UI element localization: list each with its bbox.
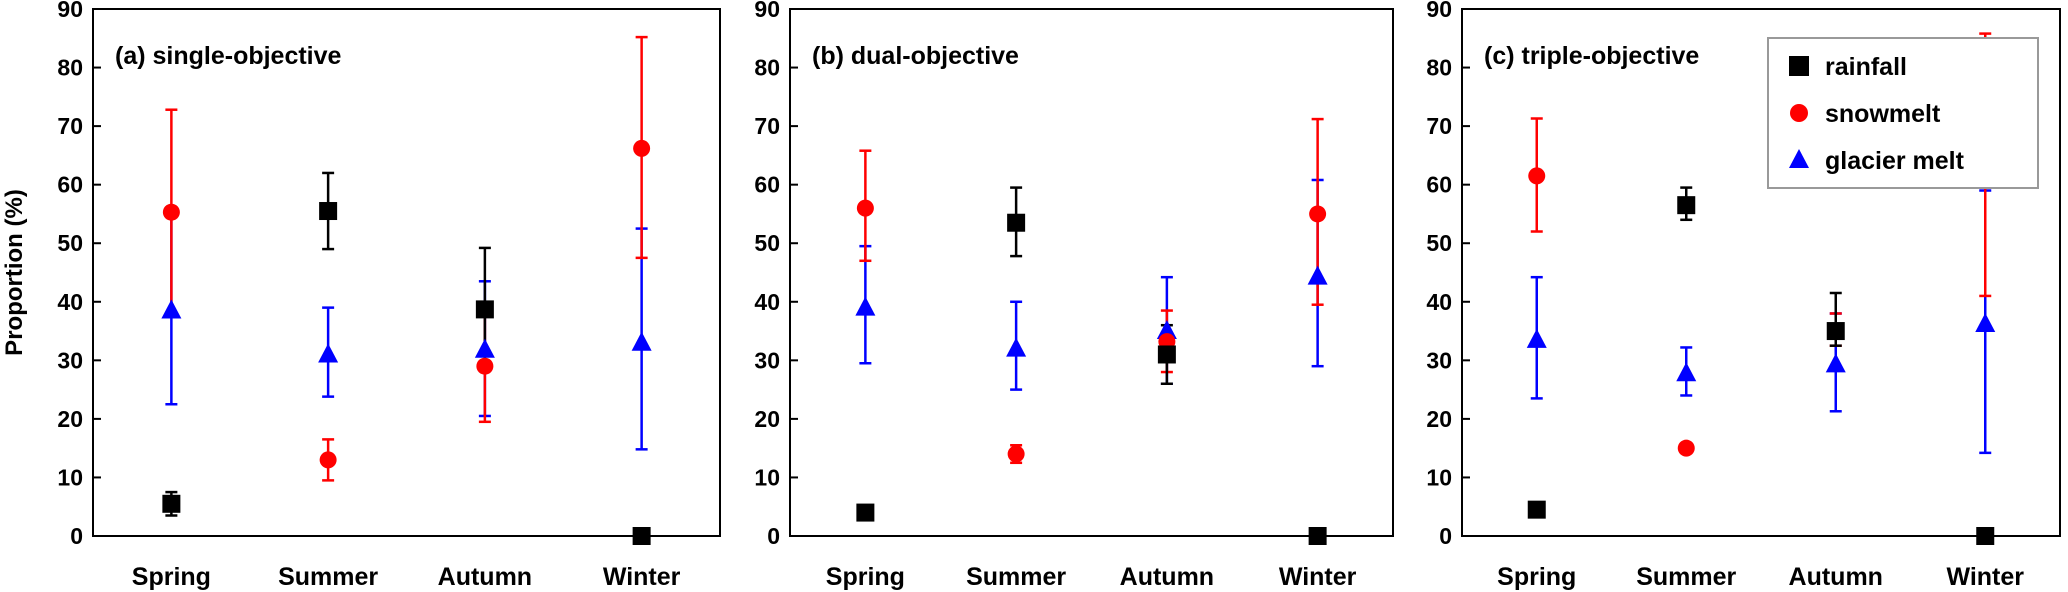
marker-rainfall — [1157, 345, 1176, 364]
y-tick-label: 40 — [57, 289, 83, 315]
x-category-label: Summer — [278, 563, 378, 591]
legend-label: snowmelt — [1825, 100, 1941, 128]
marker-glacier-melt — [161, 299, 182, 319]
marker-snowmelt — [162, 203, 180, 221]
plot-frame — [92, 8, 721, 537]
x-category-label: Autumn — [1120, 563, 1214, 591]
marker-snowmelt — [1309, 205, 1327, 223]
y-tick-label: 40 — [1426, 289, 1452, 315]
y-tick-label: 60 — [1426, 172, 1452, 198]
marker-snowmelt — [633, 139, 651, 157]
marker-rainfall — [475, 300, 494, 319]
y-tick-label: 50 — [57, 230, 83, 256]
x-category-label: Autumn — [438, 563, 532, 591]
x-category-label: Autumn — [1789, 563, 1883, 591]
y-tick-label: 90 — [754, 0, 780, 22]
panel-title: (a) single-objective — [115, 42, 342, 70]
chart-panel-2: 0 10 20 30 40 50 60 70 80 90 Spring Summer Autumn Win… — [754, 0, 1394, 591]
marker-glacier-melt — [1307, 265, 1328, 285]
marker-glacier-melt — [855, 296, 876, 316]
panel-title: (b) dual-objective — [812, 42, 1019, 70]
plot-frame — [789, 8, 1394, 537]
marker-snowmelt — [856, 199, 874, 217]
y-tick-label: 50 — [754, 230, 780, 256]
x-category-label: Summer — [966, 563, 1066, 591]
marker-rainfall — [856, 503, 875, 522]
x-category-label: Spring — [826, 563, 905, 591]
y-tick-label: 20 — [57, 406, 83, 432]
y-tick-label: 0 — [70, 523, 83, 549]
y-tick-label: 70 — [1426, 113, 1452, 139]
marker-rainfall — [1976, 527, 1995, 545]
y-tick-label: 60 — [57, 172, 83, 198]
legend-label: rainfall — [1825, 53, 1907, 81]
marker-rainfall — [319, 202, 338, 221]
marker-snowmelt — [319, 451, 337, 469]
legend-label: glacier melt — [1825, 147, 1965, 175]
y-tick-label: 20 — [1426, 406, 1452, 432]
marker-glacier-melt — [318, 343, 339, 363]
y-tick-label: 50 — [1426, 230, 1452, 256]
marker-rainfall — [1527, 500, 1546, 519]
marker-glacier-melt — [1526, 328, 1547, 348]
y-tick-label: 30 — [57, 347, 83, 373]
y-tick-label: 90 — [1426, 0, 1452, 22]
marker-rainfall — [162, 494, 181, 513]
legend-marker-glacier-melt — [1789, 149, 1809, 168]
y-tick-label: 30 — [1426, 347, 1452, 373]
marker-rainfall — [632, 527, 651, 545]
legend-marker-snowmelt — [1790, 104, 1808, 122]
y-tick-label: 40 — [754, 289, 780, 315]
marker-snowmelt — [1677, 439, 1695, 457]
marker-snowmelt — [1528, 167, 1546, 185]
y-tick-label: 70 — [754, 113, 780, 139]
x-category-label: Summer — [1636, 563, 1736, 591]
y-tick-label: 90 — [57, 0, 83, 22]
y-tick-label: 20 — [754, 406, 780, 432]
x-category-label: Winter — [1946, 563, 2024, 591]
y-axis-title: Proportion (%) — [1, 189, 28, 356]
y-tick-label: 80 — [57, 55, 83, 81]
marker-glacier-melt — [1825, 353, 1846, 373]
chart-panel-3: 0 10 20 30 40 50 60 70 80 90 Spring Summer Autumn Win… — [1426, 0, 2061, 591]
y-tick-label: 10 — [754, 464, 780, 490]
plot-frame — [1461, 8, 2061, 537]
marker-rainfall — [1007, 213, 1026, 232]
y-tick-label: 80 — [1426, 55, 1452, 81]
y-tick-label: 60 — [754, 172, 780, 198]
y-tick-label: 70 — [57, 113, 83, 139]
legend-box — [1767, 37, 2039, 189]
marker-glacier-melt — [474, 338, 495, 358]
x-category-label: Winter — [1279, 563, 1357, 591]
y-tick-label: 80 — [754, 55, 780, 81]
chart-panel-1: 0 10 20 30 40 50 60 70 80 90 Spring Summer Autumn Win… — [1, 0, 721, 591]
marker-snowmelt — [1007, 445, 1025, 463]
marker-snowmelt — [476, 357, 494, 375]
marker-rainfall — [1308, 527, 1327, 545]
marker-glacier-melt — [1676, 362, 1697, 382]
panel-title: (c) triple-objective — [1484, 42, 1699, 70]
legend: rainfall snowmelt glacier melt — [1767, 37, 2039, 189]
x-category-label: Winter — [603, 563, 681, 591]
marker-rainfall — [1826, 322, 1845, 341]
y-tick-label: 10 — [1426, 464, 1452, 490]
x-category-label: Spring — [132, 563, 211, 591]
y-tick-label: 30 — [754, 347, 780, 373]
y-tick-label: 0 — [1439, 523, 1452, 549]
marker-glacier-melt — [1975, 313, 1996, 333]
x-category-label: Spring — [1497, 563, 1576, 591]
y-tick-label: 0 — [767, 523, 780, 549]
marker-glacier-melt — [1156, 320, 1177, 340]
marker-glacier-melt — [631, 331, 652, 351]
legend-marker-rainfall — [1789, 56, 1809, 76]
marker-rainfall — [1677, 196, 1696, 215]
marker-glacier-melt — [1006, 337, 1027, 357]
y-tick-label: 10 — [57, 464, 83, 490]
